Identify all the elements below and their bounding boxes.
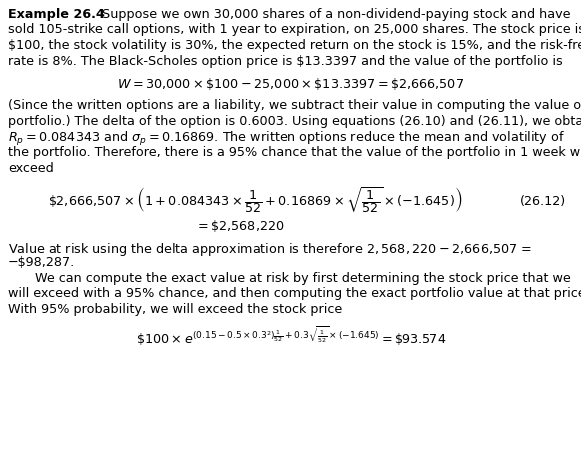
Text: (Since the written options are a liability, we subtract their value in computing: (Since the written options are a liabili… [8,99,581,113]
Text: $100, the stock volatility is 30%, the expected return on the stock is 15%, and : $100, the stock volatility is 30%, the e… [8,39,581,52]
Text: (26.12): (26.12) [520,195,566,208]
Text: the portfolio. Therefore, there is a 95% chance that the value of the portfolio : the portfolio. Therefore, there is a 95%… [8,146,581,159]
Text: rate is 8%. The Black-Scholes option price is $13.3397 and the value of the port: rate is 8%. The Black-Scholes option pri… [8,55,563,67]
Text: −$98,287.: −$98,287. [8,256,76,269]
Text: portfolio.) The delta of the option is 0.6003. Using equations (26.10) and (26.1: portfolio.) The delta of the option is 0… [8,115,581,128]
Text: $R_p = 0.084343$ and $\sigma_p = 0.16869$. The written options reduce the mean a: $R_p = 0.084343$ and $\sigma_p = 0.16869… [8,131,565,148]
Text: Suppose we own 30,000 shares of a non-dividend-paying stock and have: Suppose we own 30,000 shares of a non-di… [90,8,571,21]
Text: Example 26.4: Example 26.4 [8,8,105,21]
Text: exceed: exceed [8,162,54,174]
Text: We can compute the exact value at risk by first determining the stock price that: We can compute the exact value at risk b… [35,272,571,285]
Text: $\$100 \times e^{(0.15-0.5\times0.3^2)\frac{1}{52}+0.3\sqrt{\frac{1}{52}}\times(: $\$100 \times e^{(0.15-0.5\times0.3^2)\f… [136,325,446,348]
Text: With 95% probability, we will exceed the stock price: With 95% probability, we will exceed the… [8,303,342,316]
Text: Value at risk using the delta approximation is therefore $2,568,220 − $2,666,507: Value at risk using the delta approximat… [8,241,532,258]
Text: $\$2{,}666{,}507 \times \left(1 + 0.084343 \times \dfrac{1}{52} + 0.16869 \times: $\$2{,}666{,}507 \times \left(1 + 0.0843… [48,185,462,215]
Text: will exceed with a 95% chance, and then computing the exact portfolio value at t: will exceed with a 95% chance, and then … [8,288,581,300]
Text: $= \$2{,}568{,}220$: $= \$2{,}568{,}220$ [195,218,285,234]
Text: $W = 30{,}000 \times \$100 - 25{,}000 \times \$13.3397 = \$2{,}666{,}507$: $W = 30{,}000 \times \$100 - 25{,}000 \t… [117,76,464,92]
Text: sold 105-strike call options, with 1 year to expiration, on 25,000 shares. The s: sold 105-strike call options, with 1 yea… [8,23,581,37]
